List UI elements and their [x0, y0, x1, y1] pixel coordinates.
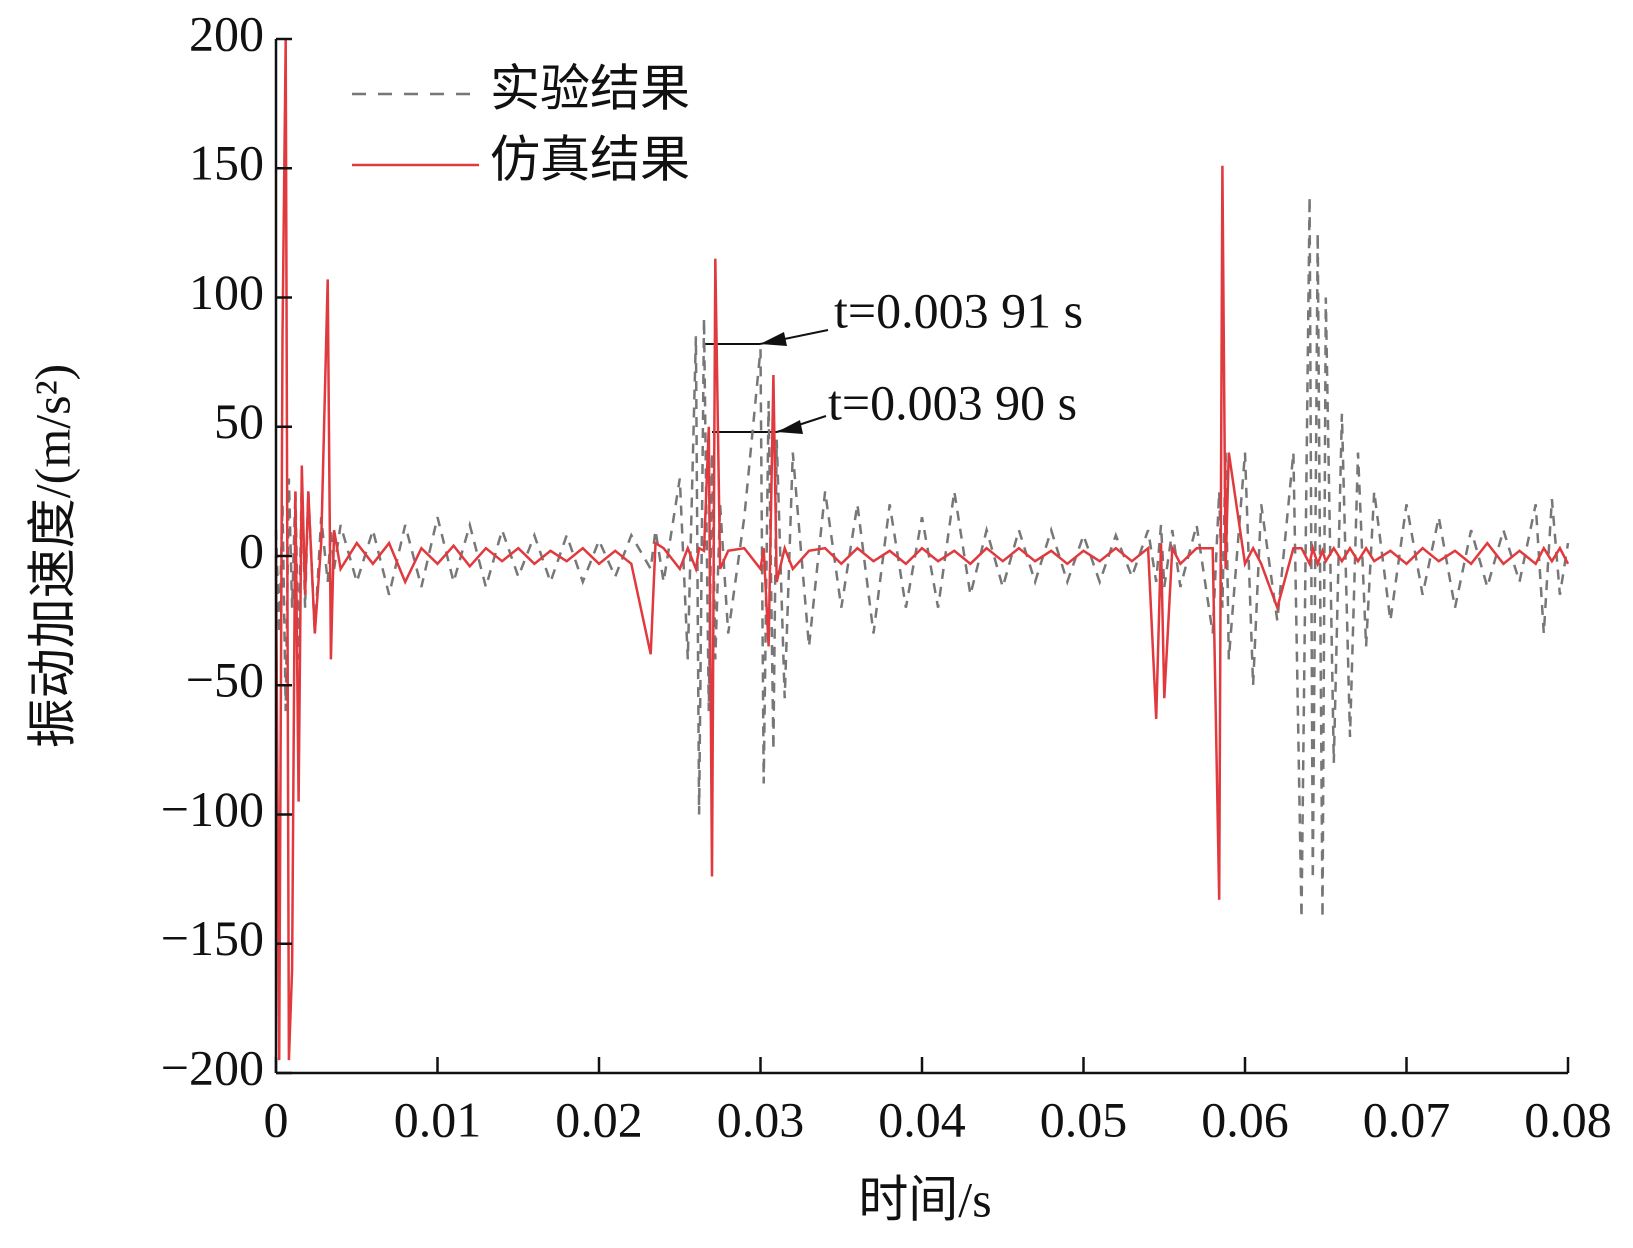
x-tick-label: 0.04 [878, 1091, 966, 1147]
x-tick-label: 0.08 [1524, 1091, 1612, 1147]
data-line [274, 196, 1570, 918]
annotation: t=0.003 91 s [834, 282, 1083, 338]
y-tick-label: −100 [161, 781, 264, 837]
x-tick-label: 0.06 [1201, 1091, 1289, 1147]
y-tick-label: 200 [189, 5, 264, 61]
annotation: t=0.003 90 s [828, 374, 1077, 430]
x-tick-label: 0.07 [1363, 1091, 1451, 1147]
y-tick-label: −150 [161, 910, 264, 966]
x-tick-label: 0.03 [717, 1091, 805, 1147]
x-axis-label: 时间/s [858, 1171, 991, 1227]
x-tick-label: 0.05 [1040, 1091, 1128, 1147]
data-line [274, 38, 1570, 1061]
legend-label: 实验结果 [490, 60, 690, 116]
y-axis-label: 振动加速度/(m/s²) [24, 364, 80, 748]
y-tick-label: 0 [239, 522, 264, 578]
legend-label: 仿真结果 [490, 131, 690, 187]
y-tick-label: 150 [189, 135, 264, 191]
x-tick-label: 0 [264, 1091, 289, 1147]
y-tick-label: −200 [161, 1039, 264, 1095]
y-tick-label: −50 [186, 652, 264, 708]
x-tick-label: 0.01 [394, 1091, 482, 1147]
y-tick-label: 50 [214, 393, 264, 449]
arrow-head [777, 420, 803, 434]
arrow-head [760, 332, 787, 346]
x-tick-label: 0.02 [555, 1091, 643, 1147]
y-tick-label: 100 [189, 264, 264, 320]
